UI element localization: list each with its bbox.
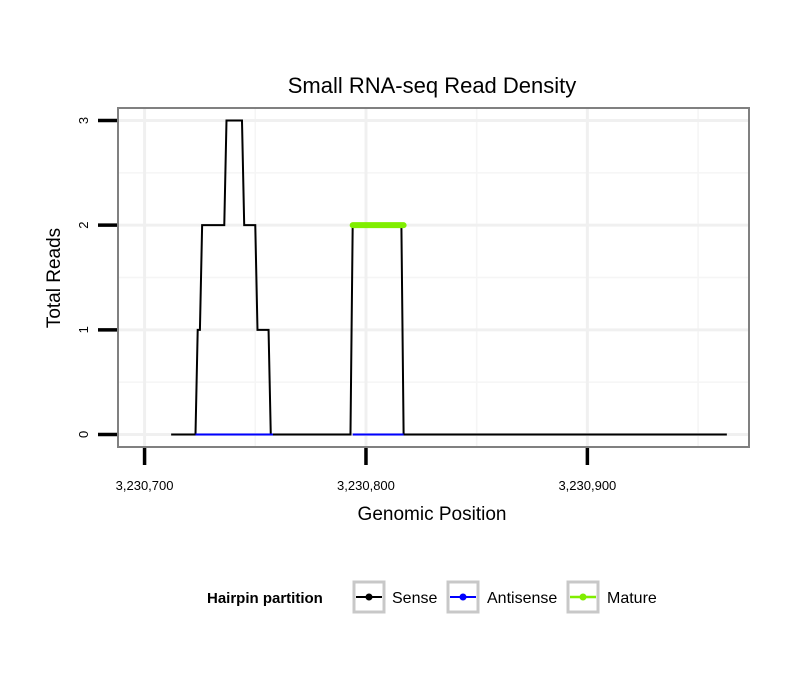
y-tick-label: 1 (76, 326, 91, 333)
legend-item-antisense: Antisense (446, 580, 557, 614)
x-tick-label: 3,230,900 (558, 478, 616, 493)
chart-title: Small RNA-seq Read Density (288, 73, 577, 98)
y-tick-label: 0 (76, 431, 91, 438)
x-tick-label: 3,230,700 (116, 478, 174, 493)
x-axis-label: Genomic Position (358, 504, 507, 525)
y-tick-label: 2 (76, 222, 91, 229)
legend-key-sense-point (365, 593, 373, 601)
legend-title: Hairpin partition (207, 590, 323, 607)
legend-key-antisense-point (459, 593, 467, 601)
panel-border (117, 107, 750, 448)
legend-key-mature-point (579, 593, 587, 601)
legend-item-mature: Mature (566, 580, 657, 614)
plot-panel: 3,230,700 3,230,800 3,230,900 0 1 2 3 (76, 107, 750, 493)
x-tick-label: 3,230,800 (337, 478, 395, 493)
legend-label-antisense: Antisense (487, 590, 557, 607)
legend: Hairpin partition Sense Antisense Mature (207, 580, 657, 614)
y-tick-label: 3 (76, 117, 91, 124)
y-axis-label: Total Reads (44, 228, 65, 328)
legend-label-mature: Mature (607, 590, 657, 607)
legend-label-sense: Sense (392, 590, 437, 607)
legend-key-antisense (446, 580, 480, 614)
legend-item-sense: Sense (352, 580, 437, 614)
